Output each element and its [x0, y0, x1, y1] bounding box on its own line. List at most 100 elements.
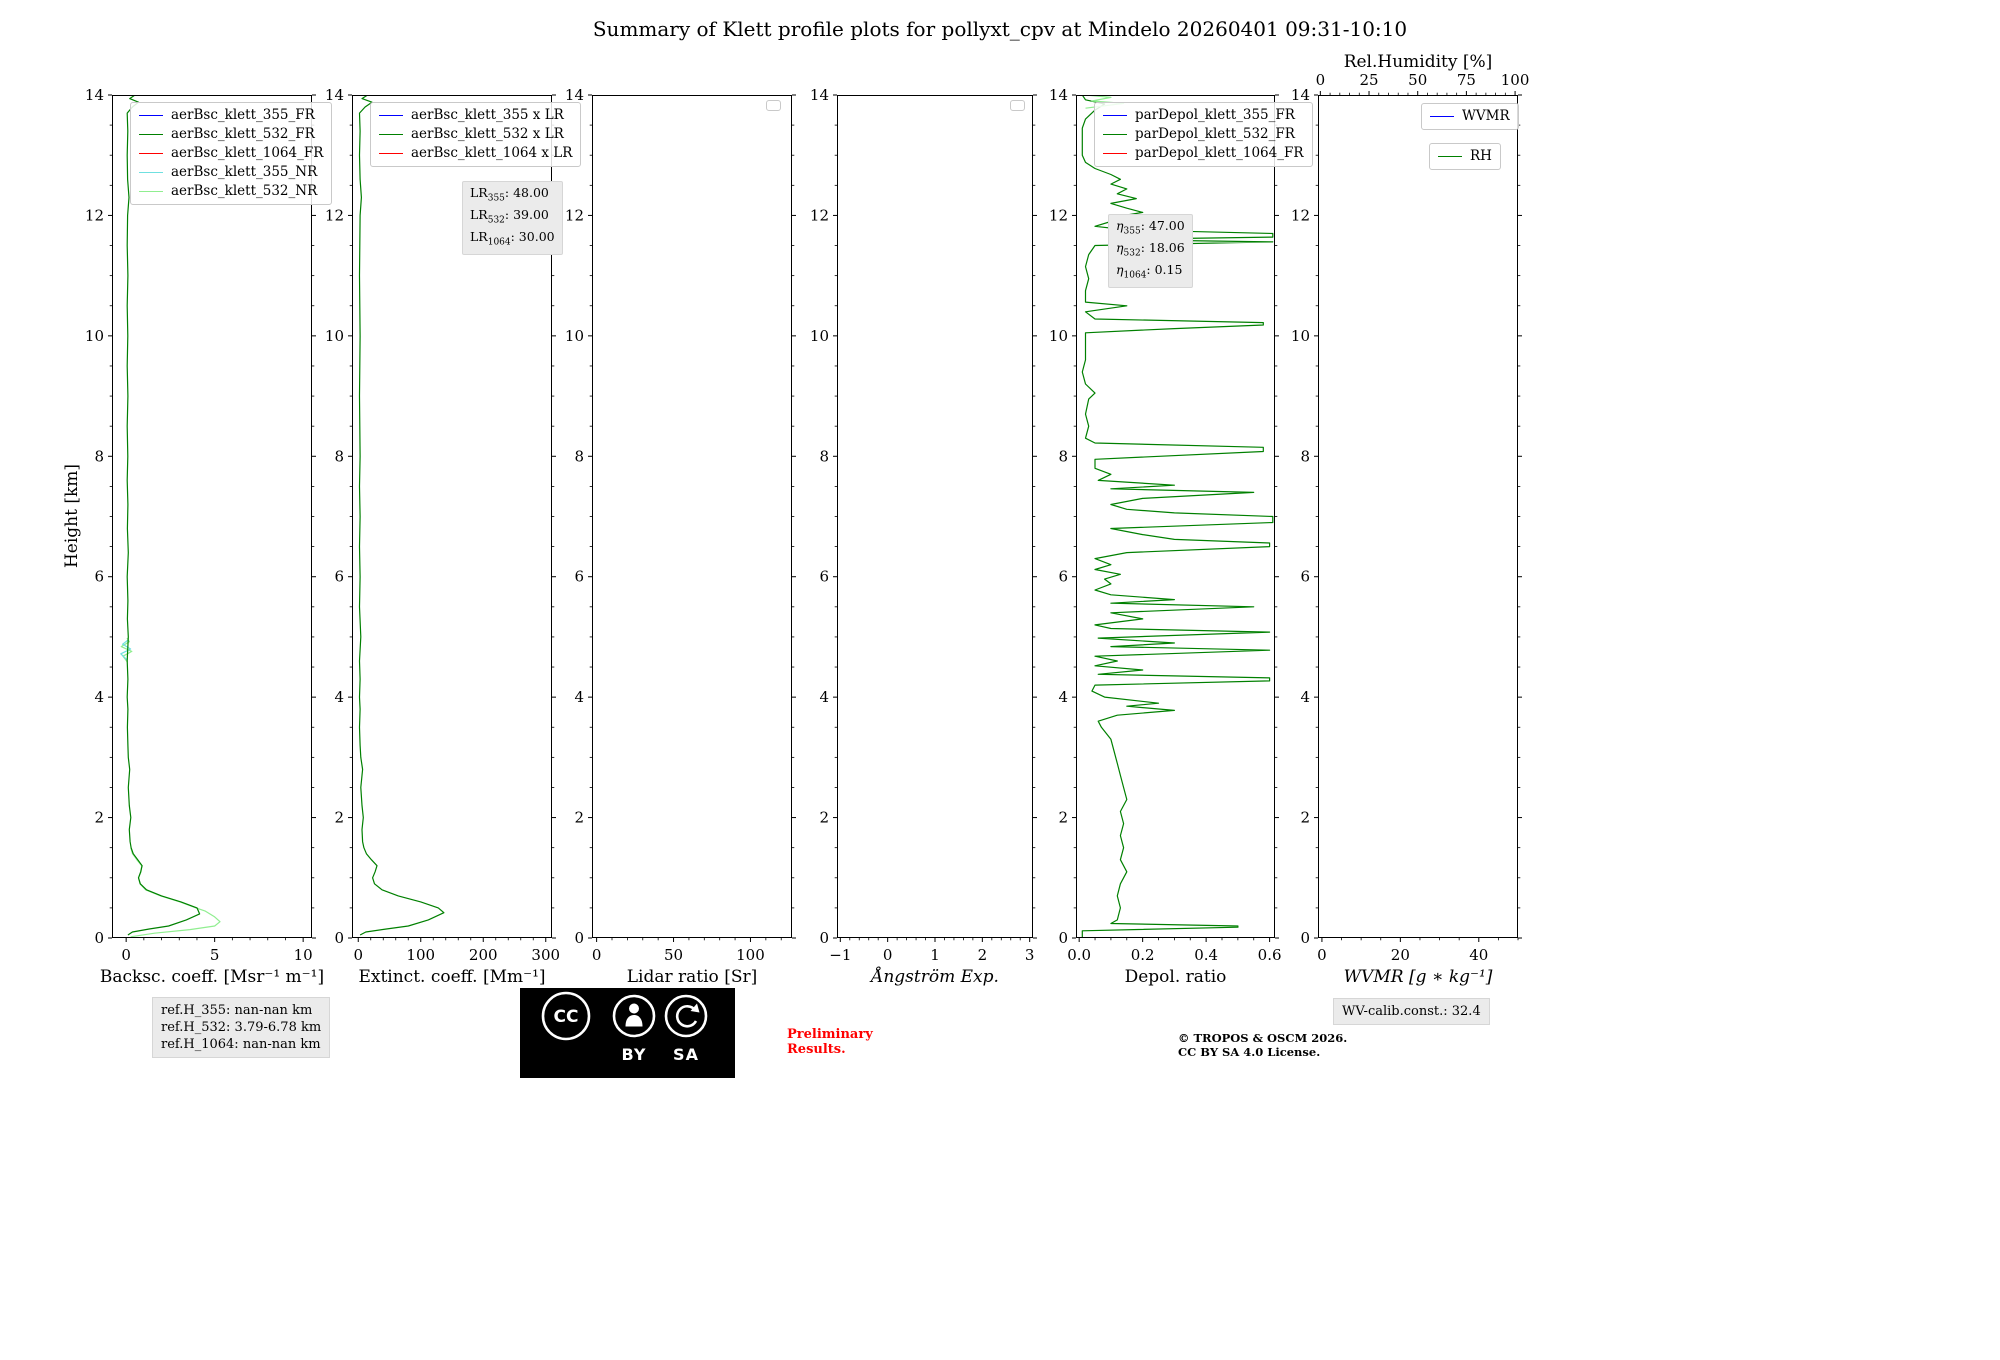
panel-depol: 0 2 4 6 8 10 12 14 0.0 0.2 0.4 0.6 Depol. ratio — [1049, 86, 1282, 987]
attribution-person-icon — [612, 994, 656, 1038]
y-tick-label: 10 — [85, 327, 104, 345]
axes-frame — [352, 95, 552, 938]
legend-extinction: aerBsc_klett_355 x LR aerBsc_klett_532 x … — [370, 102, 582, 167]
y-tick-label: 4 — [819, 688, 829, 706]
y-tick-label: 6 — [574, 568, 584, 586]
y-tick-label: 2 — [1058, 809, 1068, 827]
legend-entry: RH — [1438, 147, 1492, 166]
cc-badge-icons: CC — [541, 991, 708, 1041]
legend-label: parDepol_klett_1064_FR — [1135, 145, 1304, 161]
legend-line-sample — [139, 153, 163, 154]
legend-entry: aerBsc_klett_355_NR — [139, 163, 323, 182]
x-tick-label: 0 — [121, 946, 131, 964]
axes-frame — [112, 95, 312, 938]
annotation-value: : 0.15 — [1146, 262, 1183, 277]
y-tick-label: 8 — [819, 447, 829, 465]
legend-entry: parDepol_klett_532_FR — [1103, 125, 1304, 144]
ref-height-1064: ref.H_1064: nan-nan km — [161, 1037, 321, 1052]
y-tick-label: 14 — [325, 86, 344, 104]
legend-label: WVMR — [1462, 108, 1510, 124]
x-tick-label: 200 — [469, 946, 498, 964]
annotation-line: η1064: 0.15 — [1116, 262, 1183, 281]
y-tick-label: 8 — [1058, 447, 1068, 465]
y-tick-label: 2 — [94, 809, 104, 827]
legend-line-sample — [139, 191, 163, 192]
legend-line-sample — [139, 134, 163, 135]
x-tick-label: 0.6 — [1258, 946, 1282, 964]
y-tick-label: 4 — [1058, 688, 1068, 706]
y-tick-label: 6 — [1058, 568, 1068, 586]
panel-backscatter: 0 2 4 6 8 10 12 14 0 5 10 Backsc. coeff. [Msr⁻¹ m⁻¹… — [85, 86, 324, 987]
x-tick-label: 40 — [1469, 946, 1488, 964]
annotation-line: LR532: 39.00 — [470, 207, 549, 226]
axes-frame — [592, 95, 792, 938]
x-tick-label: 10 — [294, 946, 313, 964]
x-tick-label: 0 — [353, 946, 363, 964]
panel-wvmr: 0 2 4 6 8 10 12 14 0 20 40 WVMR [g ∗ kg⁻¹] 0 25 50 75 10… — [1291, 52, 1529, 987]
top-tick-label: 25 — [1359, 71, 1378, 89]
y-tick-label: 8 — [334, 447, 344, 465]
legend-label: parDepol_klett_355_FR — [1135, 107, 1295, 123]
reference-height-box: ref.H_355: nan-nan km ref.H_532: 3.79-6.… — [152, 997, 331, 1058]
series-group — [120, 95, 221, 938]
x-tick-label: 100 — [406, 946, 435, 964]
legend-depol: parDepol_klett_355_FR parDepol_klett_532_… — [1094, 102, 1313, 167]
top-tick-label: 0 — [1316, 71, 1326, 89]
x-tick-label: 0 — [1317, 946, 1327, 964]
legend-entry: parDepol_klett_355_FR — [1103, 106, 1304, 125]
legend-entry: aerBsc_klett_355_FR — [139, 106, 323, 125]
y-tick-label: 10 — [1049, 327, 1068, 345]
y-tick-label: 0 — [334, 929, 344, 947]
legend-line-sample — [139, 172, 163, 173]
top-tick-label: 50 — [1408, 71, 1427, 89]
legend-line-sample — [379, 153, 403, 154]
annotation-line: LR355: 48.00 — [470, 185, 549, 204]
legend-line-sample — [1103, 115, 1127, 116]
y-tick-label: 8 — [574, 447, 584, 465]
annotation-symbol: LR — [470, 229, 488, 244]
x-tick-label: 1 — [930, 946, 940, 964]
x-tick-label: 0.2 — [1131, 946, 1155, 964]
y-tick-label: 14 — [1291, 86, 1310, 104]
legend-entry: WVMR — [1430, 107, 1510, 126]
y-tick-label: 12 — [1049, 206, 1068, 224]
legend-entry: aerBsc_klett_532_FR — [139, 125, 323, 144]
series-aerBsc_klett_355_NR_upper — [120, 639, 132, 661]
axes-frame — [1076, 95, 1275, 938]
y-tick-label: 14 — [85, 86, 104, 104]
legend-line-sample — [1103, 134, 1127, 135]
y-tick-label: 2 — [334, 809, 344, 827]
legend-entry: parDepol_klett_1064_FR — [1103, 144, 1304, 163]
y-tick-label: 0 — [1300, 929, 1310, 947]
y-tick-label: 0 — [574, 929, 584, 947]
preliminary-line2: Results. — [787, 1042, 846, 1057]
y-tick-label: 10 — [810, 327, 829, 345]
y-tick-label: 14 — [565, 86, 584, 104]
x-axis-label: Lidar ratio [Sr] — [627, 967, 757, 987]
y-tick-label: 2 — [1300, 809, 1310, 827]
x-tick-label: 50 — [664, 946, 683, 964]
cc-by-label: BY — [621, 1045, 647, 1064]
annotation-line: η355: 47.00 — [1116, 218, 1185, 237]
x-tick-label: 20 — [1391, 946, 1410, 964]
x-tick-label: −1 — [829, 946, 851, 964]
series-aerBsc_klett_532_xLR — [358, 95, 445, 936]
x-axis-label: Ångström Exp. — [869, 966, 999, 987]
ref-height-355: ref.H_355: nan-nan km — [161, 1003, 313, 1018]
annotation-value: : 39.00 — [504, 207, 549, 222]
annotation-symbol: LR — [470, 185, 488, 200]
legend-line-sample — [1103, 153, 1127, 154]
x-tick-label: 0.4 — [1194, 946, 1218, 964]
legend-label: aerBsc_klett_532_NR — [171, 183, 318, 199]
annotation-symbol: η — [1116, 240, 1124, 255]
x-tick-label: 0 — [592, 946, 602, 964]
y-tick-label: 4 — [1300, 688, 1310, 706]
top-tick-label: 75 — [1457, 71, 1476, 89]
legend-label: aerBsc_klett_355 x LR — [411, 107, 564, 123]
legend-line-sample — [1438, 156, 1462, 157]
annotation-box-extinction: LR355: 48.00 LR532: 39.00 LR1064: 30.00 — [462, 181, 563, 255]
annotation-value: : 30.00 — [510, 229, 555, 244]
